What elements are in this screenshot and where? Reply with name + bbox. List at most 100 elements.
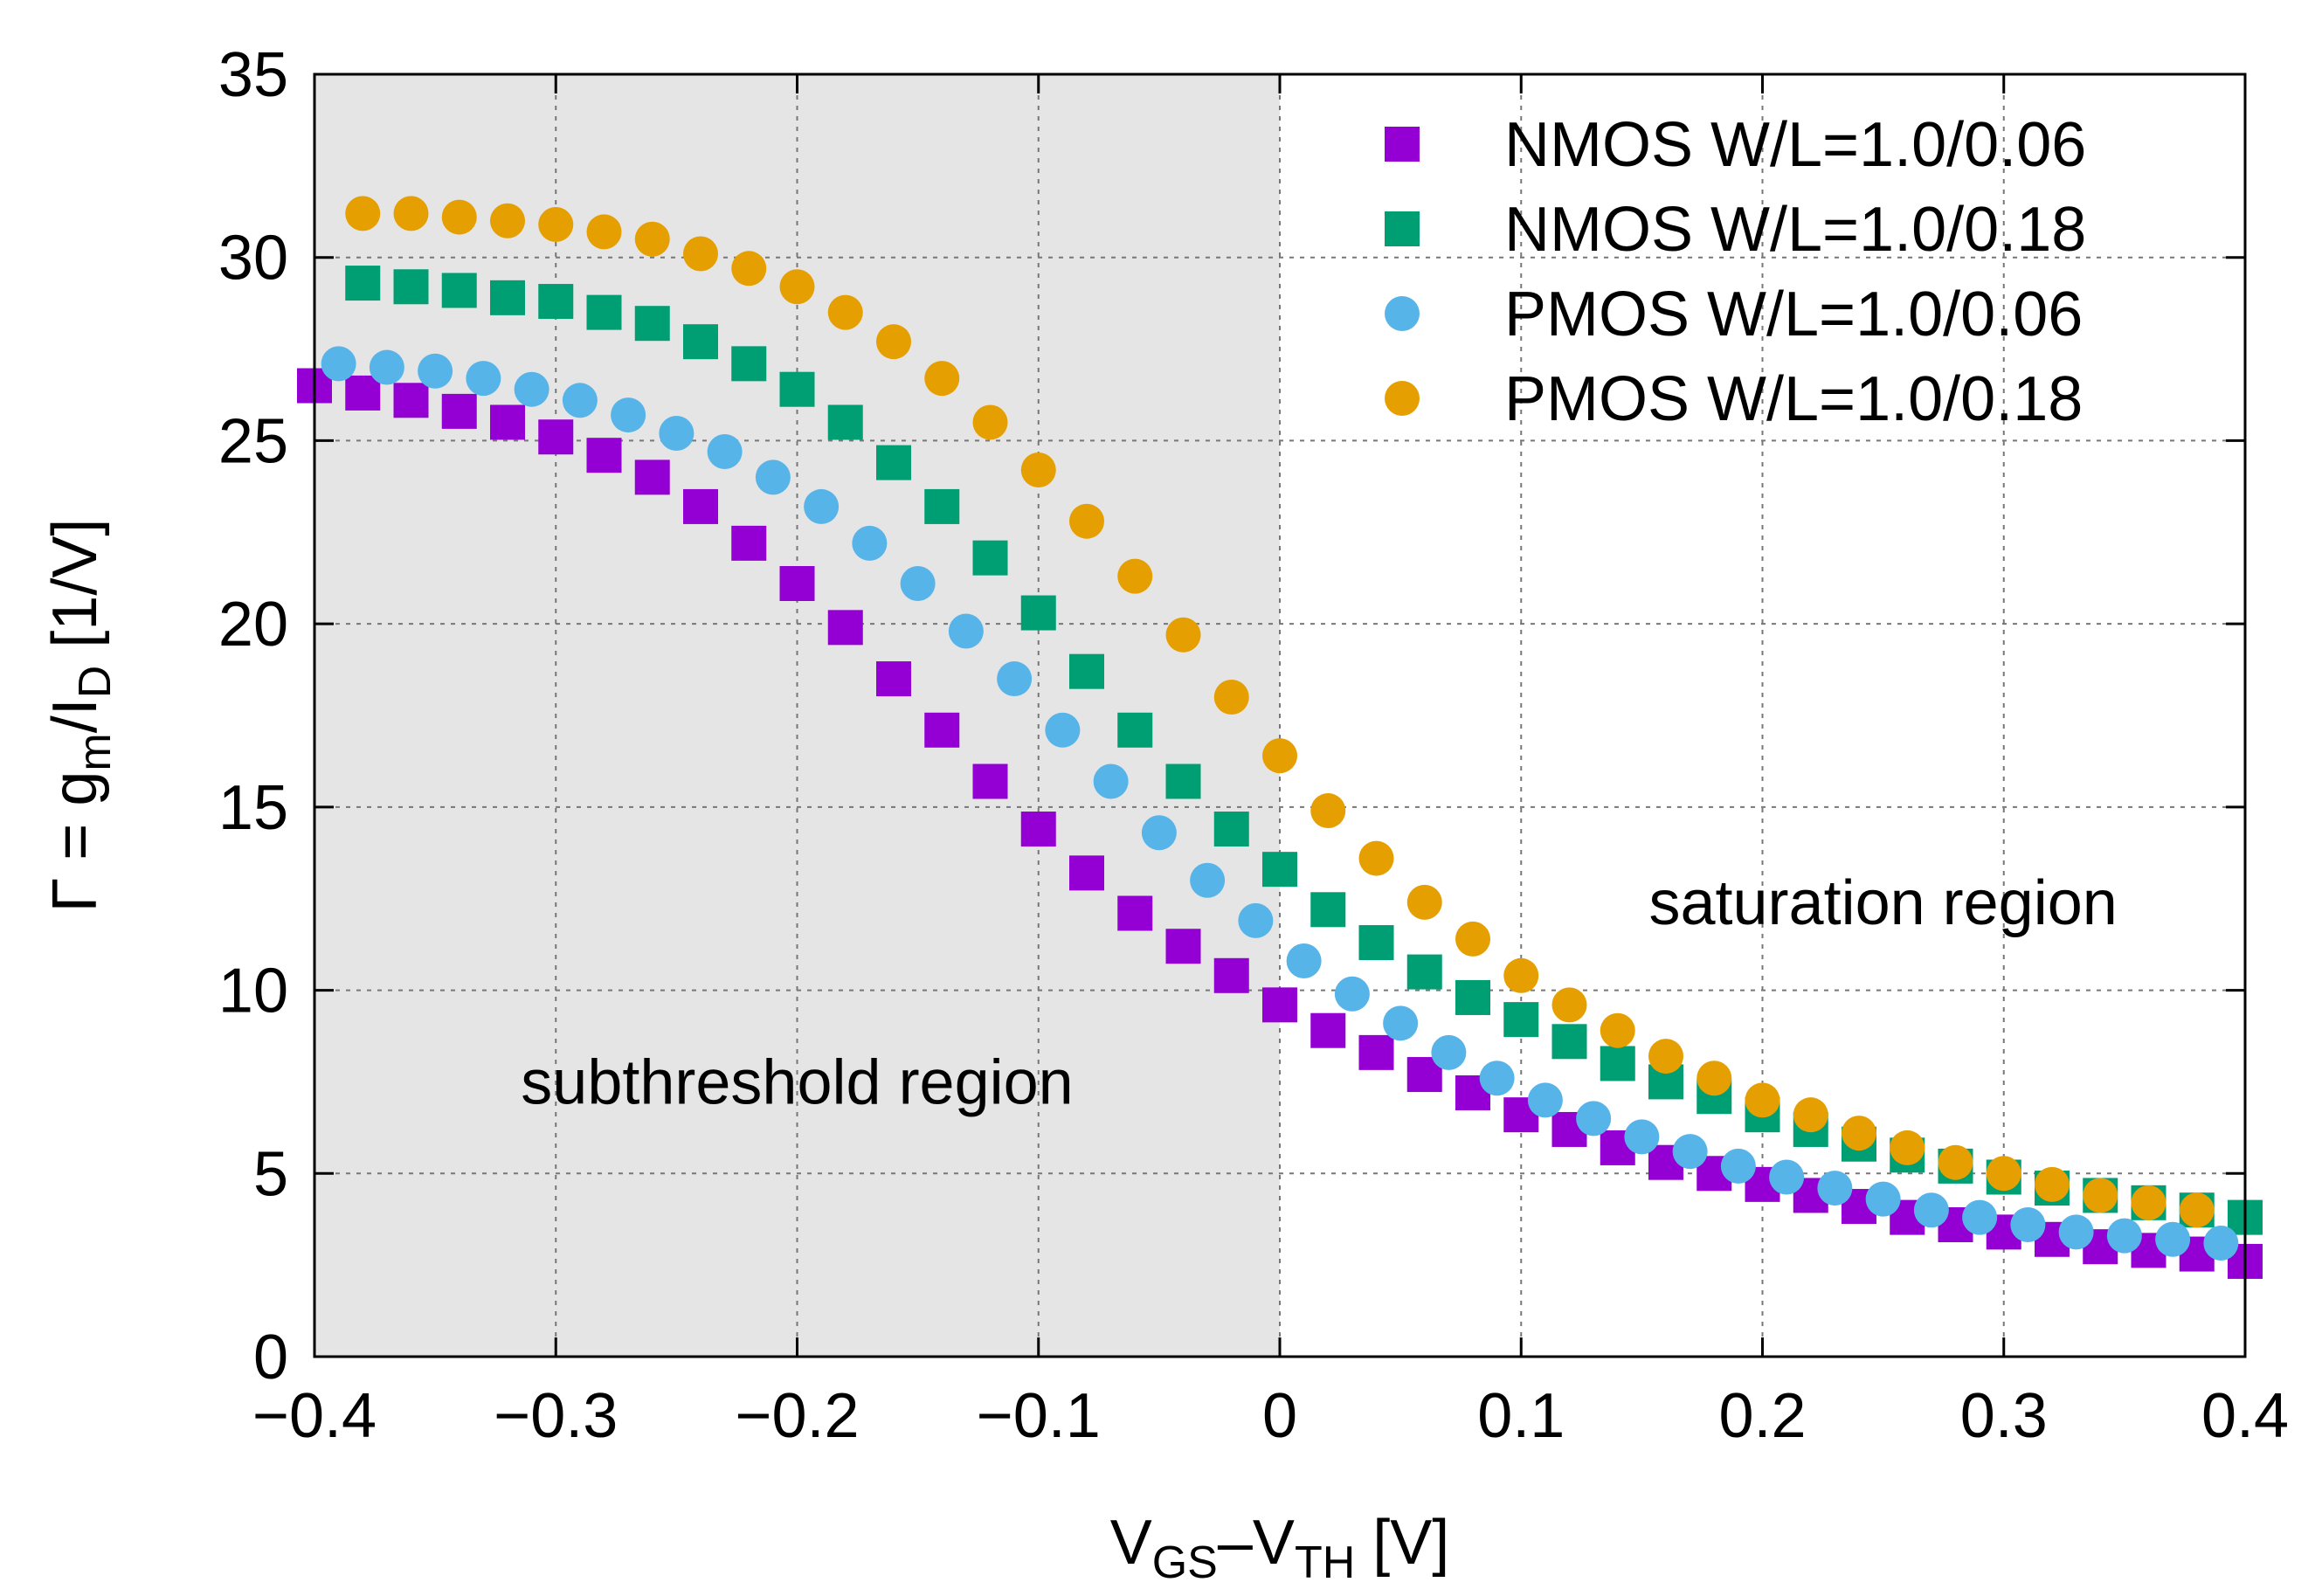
data-point (1406, 954, 1442, 990)
axis-title-part: Γ = g (40, 771, 110, 913)
data-point (1551, 1024, 1587, 1060)
axis-title-part: [V] (1355, 1508, 1449, 1578)
data-point (1286, 943, 1322, 979)
data-point (1503, 1002, 1539, 1038)
series-3 (345, 196, 2215, 1228)
data-point (1672, 1134, 1708, 1170)
data-point (2083, 1178, 2118, 1213)
x-tick-label: 0.4 (2201, 1381, 2289, 1451)
data-point (1431, 1034, 1467, 1070)
data-point (1020, 812, 1056, 847)
data-point (1842, 1116, 1876, 1151)
data-point (538, 284, 574, 320)
data-point (1962, 1199, 1998, 1235)
x-tick-label: −0.2 (735, 1381, 859, 1451)
data-point (731, 525, 767, 561)
data-point (1913, 1192, 1949, 1228)
data-point (876, 324, 911, 360)
legend-marker (1385, 381, 1420, 416)
data-point (2035, 1166, 2070, 1202)
data-point (321, 346, 356, 382)
data-point (634, 459, 670, 495)
data-point (1527, 1082, 1563, 1118)
data-point (466, 361, 501, 397)
data-point (441, 273, 477, 308)
data-point (972, 404, 1008, 440)
data-point (490, 404, 525, 440)
data-point (1600, 1012, 1635, 1048)
data-point (1479, 1061, 1515, 1096)
legend: NMOS W/L=1.0/0.06 NMOS W/L=1.0/0.18 PMOS W… (1385, 110, 2086, 434)
data-point (1045, 712, 1081, 748)
y-tick-label: 20 (218, 590, 288, 660)
data-point (779, 371, 815, 407)
data-point (1890, 1130, 1925, 1165)
data-point (827, 294, 863, 330)
data-point (1262, 738, 1297, 774)
data-point (924, 488, 960, 524)
axis-title-part: [1/V] (40, 519, 110, 666)
x-tick-label: 0.3 (1960, 1381, 2048, 1451)
y-tick-label: 0 (253, 1323, 288, 1392)
x-tick-label: 0 (1262, 1381, 1297, 1451)
y-tick-label: 25 (218, 406, 288, 476)
data-point (562, 383, 598, 418)
data-point (1358, 840, 1394, 876)
data-point (683, 324, 718, 360)
annotations: subthreshold region saturation region (521, 868, 2118, 1118)
data-point (827, 610, 863, 646)
data-point (1262, 852, 1297, 888)
region-annotation: subthreshold region (521, 1047, 1073, 1117)
data-point (1793, 1097, 1828, 1133)
data-point (1938, 1144, 1973, 1180)
data-point (1069, 503, 1104, 539)
series-2 (321, 346, 2239, 1261)
data-point (707, 434, 743, 470)
data-point (876, 445, 911, 480)
data-markers (297, 196, 2263, 1279)
data-point (345, 266, 381, 301)
data-point (586, 438, 622, 473)
legend-marker (1385, 127, 1420, 162)
data-point (1648, 1039, 1683, 1074)
legend-label: NMOS W/L=1.0/0.18 (1504, 195, 2086, 265)
data-point (1117, 558, 1153, 594)
data-point (1190, 862, 1226, 898)
data-point (1720, 1148, 1756, 1184)
data-point (731, 346, 767, 382)
data-point (369, 349, 404, 385)
data-point (1020, 452, 1056, 487)
data-point (345, 375, 381, 411)
data-point (972, 540, 1008, 576)
legend-label: PMOS W/L=1.0/0.06 (1504, 280, 2083, 349)
data-point (441, 393, 477, 429)
y-axis-title: Γ = gm​/ID​ [1/V] (40, 519, 121, 913)
data-point (659, 416, 694, 452)
data-point (779, 566, 815, 602)
data-point (1865, 1181, 1901, 1217)
data-point (490, 280, 525, 315)
data-point (490, 203, 525, 238)
data-point (852, 525, 888, 561)
data-point (972, 763, 1008, 799)
legend-marker (1385, 296, 1420, 331)
y-tick-label: 10 (218, 957, 288, 1026)
data-point (948, 613, 984, 649)
data-point (683, 236, 718, 272)
data-point (1576, 1101, 1612, 1137)
data-point (1165, 617, 1201, 653)
data-point (611, 397, 646, 433)
y-tick-label: 30 (218, 224, 288, 294)
data-point (731, 251, 767, 287)
data-point (683, 488, 718, 524)
data-point (1600, 1046, 1635, 1081)
x-tick-label: −0.3 (494, 1381, 618, 1451)
data-point (1455, 921, 1490, 957)
y-tick-label: 35 (218, 40, 288, 110)
data-point (1624, 1119, 1660, 1155)
data-point (2131, 1185, 2166, 1220)
data-point (393, 196, 429, 231)
data-point (924, 712, 960, 748)
data-point (1213, 812, 1249, 847)
data-point (1165, 929, 1201, 964)
